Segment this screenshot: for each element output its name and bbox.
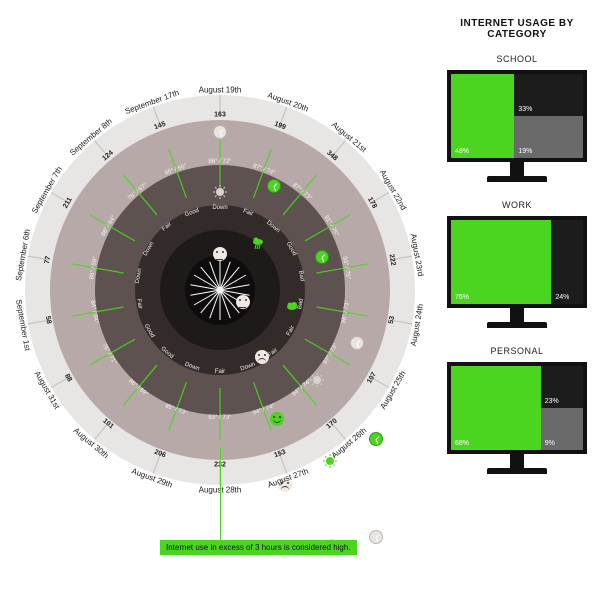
minutes-label: 58 [44,316,52,325]
storm-icon [250,235,266,251]
category-block: SCHOOL 48%33%19% [442,54,592,182]
monitor-icon: 76%24% [447,216,587,308]
category-title: WORK [442,200,592,210]
monitor-base [487,468,547,474]
clock-icon [315,250,329,264]
temps-label: 86° / 72° [208,159,231,165]
temps-label: 93° / 73° [208,415,231,421]
sun-icon [309,372,325,388]
radial-chart: August 19th16386° / 72°DownAugust 20th19… [10,80,430,500]
face-icon [236,295,250,309]
segment-top: 24% [551,220,583,304]
segment-bottom: 9% [541,408,583,450]
usage-by-category: INTERNET USAGE BY CATEGORY SCHOOL 48%33%1… [442,18,592,492]
clock-icon [350,336,364,350]
mood-label: Bad [297,270,305,282]
segment-big: 76% [451,220,551,304]
monitor-stand [510,454,524,468]
mood-label: Down [212,205,227,211]
segment-big: 48% [451,74,514,158]
category-title: SCHOOL [442,54,592,64]
segment-top: 33% [514,74,583,116]
clock-icon [213,125,227,139]
category-title: PERSONAL [442,346,592,356]
footnote-text: Internet use in excess of 3 hours is con… [166,543,351,552]
mood-label: Fair [215,369,225,375]
date-label: August 19th [199,86,242,95]
segment-bottom: 19% [514,116,583,158]
monitor-base [487,176,547,182]
minutes-label: 163 [214,112,226,119]
clock-icon [369,530,383,544]
clock-icon [369,432,383,446]
monitor-icon: 48%33%19% [447,70,587,162]
segment-big: 68% [451,366,541,450]
face-icon [213,247,227,261]
sun-icon [212,184,228,200]
segment-top: 23% [541,366,583,408]
footnote-box: Internet use in excess of 3 hours is con… [160,540,357,555]
monitor-base [487,322,547,328]
footnote-connector [220,448,221,540]
monitor-stand [510,308,524,322]
usage-heading: INTERNET USAGE BY CATEGORY [442,18,592,40]
radial-ticks [10,80,430,500]
monitor-icon: 68%23%9% [447,362,587,454]
minutes-label: 77 [44,255,52,264]
clock-icon [267,179,281,193]
face-icon [270,412,284,426]
monitor-stand [510,162,524,176]
category-block: PERSONAL 68%23%9% [442,346,592,474]
category-block: WORK 76%24% [442,200,592,328]
